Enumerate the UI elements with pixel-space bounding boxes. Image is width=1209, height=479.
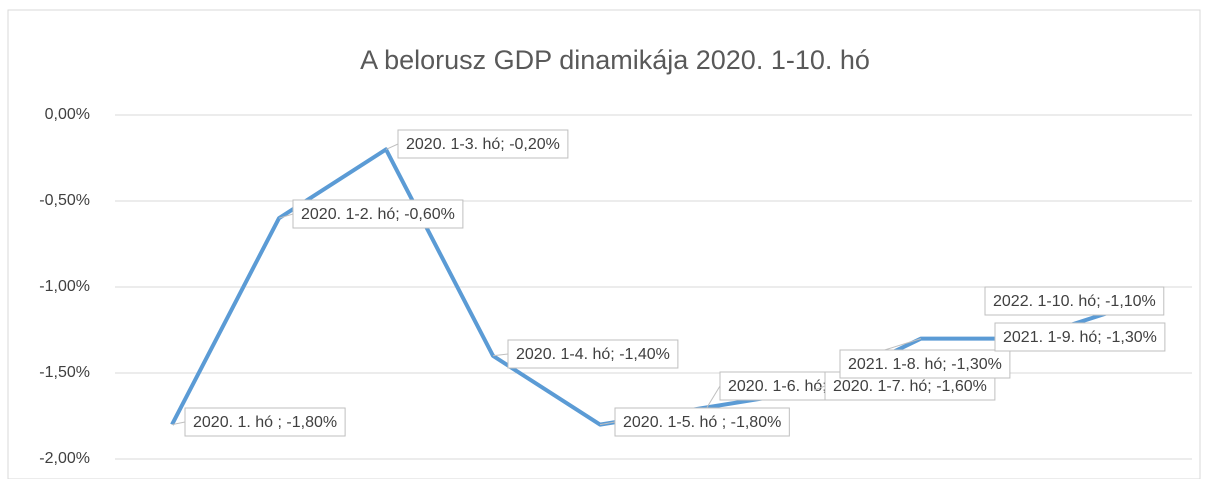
data-label-box — [984, 286, 1165, 316]
y-tick-label: 0,00% — [45, 106, 90, 123]
data-label-box — [507, 339, 679, 369]
leader-line — [599, 421, 616, 426]
y-tick-label: -2,00% — [39, 450, 90, 467]
y-tick-label: -0,50% — [39, 192, 90, 209]
data-label: 2020. 1-3. hó; -0,20% — [406, 136, 560, 153]
data-label-box — [994, 322, 1166, 352]
data-label-box — [614, 407, 790, 437]
chart-title: A belorusz GDP dinamikája 2020. 1-10. hó — [360, 45, 870, 75]
y-tick-label: -1,50% — [39, 364, 90, 381]
data-label-box — [397, 129, 569, 159]
leader-line — [492, 353, 509, 357]
data-label: 2020. 1-2. hó; -0,60% — [301, 206, 455, 223]
chart-frame — [7, 9, 1201, 479]
data-label: 2022. 1-10. hó; -1,10% — [993, 293, 1156, 310]
data-label: 2021. 1-8. hó; -1,30% — [848, 356, 1002, 373]
data-label-box — [184, 407, 346, 437]
leader-line — [171, 421, 186, 426]
data-label-box — [839, 349, 1011, 379]
data-label-box — [292, 199, 464, 229]
data-label: 2020. 1-4. hó; -1,40% — [516, 346, 670, 363]
data-label: 2021. 1-9. hó; -1,30% — [1003, 329, 1157, 346]
data-label: 2020. 1-5. hó ; -1,80% — [623, 414, 781, 431]
leader-line — [706, 385, 721, 408]
leader-line — [385, 143, 399, 150]
y-tick-label: -1,00% — [39, 278, 90, 295]
leader-line — [278, 213, 294, 219]
leader-line — [813, 385, 826, 391]
data-label: 2020. 1. hó ; -1,80% — [193, 414, 337, 431]
data-label: 2020. 1-7. hó; -1,60% — [833, 378, 987, 395]
